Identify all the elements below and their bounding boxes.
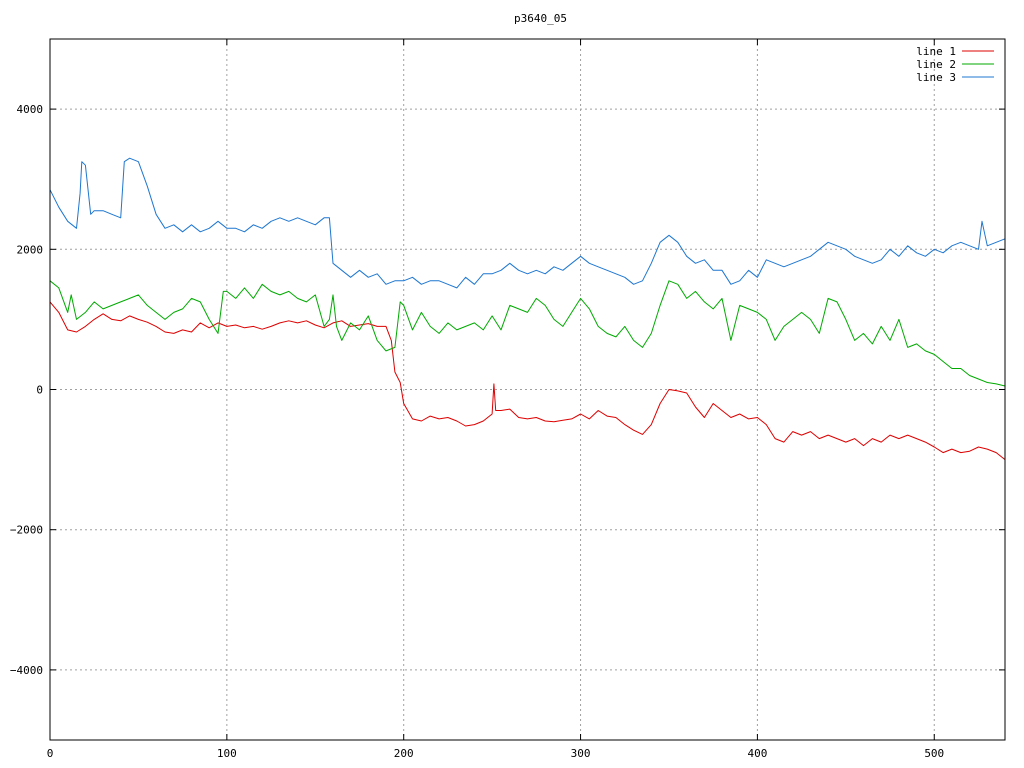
y-tick-label: −2000	[10, 524, 43, 537]
chart-title: p3640_05	[514, 12, 567, 25]
y-tick-label: 4000	[17, 103, 44, 116]
legend-label-1: line 1	[916, 45, 956, 58]
x-tick-label: 400	[747, 747, 767, 760]
grid	[50, 39, 1005, 740]
series-line-1	[49, 301, 1006, 460]
legend-label-3: line 3	[916, 71, 956, 84]
series-lines	[49, 157, 1006, 460]
y-tick-label: −4000	[10, 664, 43, 677]
x-tick-label: 0	[47, 747, 54, 760]
tick-labels: 0 100 200 300 400 500 −4000 −2000 0 2000 4000	[10, 103, 944, 760]
y-tick-label: 0	[36, 384, 43, 397]
x-tick-label: 200	[394, 747, 414, 760]
series-line-3	[49, 157, 1006, 289]
series-line-2	[49, 280, 1006, 387]
tick-marks	[49, 39, 1005, 740]
x-tick-label: 500	[924, 747, 944, 760]
y-tick-label: 2000	[17, 243, 44, 256]
legend-label-2: line 2	[916, 58, 956, 71]
x-tick-label: 100	[217, 747, 237, 760]
x-tick-label: 300	[571, 747, 591, 760]
